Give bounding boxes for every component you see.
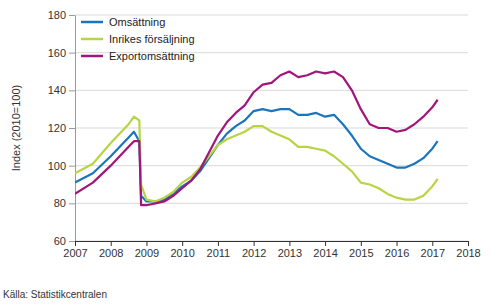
legend-label: Exportomsättning	[109, 50, 195, 62]
x-tick-mark	[75, 241, 76, 246]
y-tick-label: 180	[48, 9, 66, 21]
x-tick: 2015	[349, 241, 373, 259]
y-tick-label: 60	[54, 235, 66, 247]
x-tick-mark	[397, 241, 398, 246]
y-tick-label: 140	[48, 84, 66, 96]
chart: 6080100120140160180200720082009201020112…	[0, 0, 493, 304]
y-tick-mark	[69, 241, 75, 242]
y-tick-label: 160	[48, 47, 66, 59]
series-line	[75, 117, 438, 202]
x-tick: 2017	[421, 241, 445, 259]
x-tick: 2008	[99, 241, 123, 259]
x-tick: 2009	[135, 241, 159, 259]
series-line	[75, 109, 438, 201]
x-tick-mark	[325, 241, 326, 246]
x-axis-line	[76, 242, 469, 247]
lines	[75, 72, 438, 206]
y-tick: 120	[48, 122, 75, 134]
x-tick-mark	[254, 241, 255, 246]
x-tick: 2018	[456, 241, 480, 259]
legend-label: Inrikes försäljning	[109, 33, 195, 45]
x-tick-label: 2016	[385, 247, 409, 259]
x-tick-label: 2007	[63, 247, 87, 259]
x-tick-mark	[432, 241, 433, 246]
y-tick: 160	[48, 47, 75, 59]
x-tick: 2011	[207, 241, 231, 259]
y-tick-label: 100	[48, 160, 66, 172]
x-tick-label: 2009	[135, 247, 159, 259]
x-tick-label: 2008	[99, 247, 123, 259]
legend: Omsättning Inrikes försäljning Exportomsät…	[81, 16, 195, 62]
y-axis: 60 80 100 120 140 160 180	[48, 9, 76, 247]
source-note: Källa: Statistikcentralen	[3, 289, 107, 300]
y-tick-mark	[69, 166, 75, 167]
y-tick: 180	[48, 9, 75, 21]
x-tick-mark	[111, 241, 112, 246]
x-tick-label: 2014	[313, 247, 337, 259]
x-tick: 2007	[63, 241, 87, 259]
legend-swatch	[81, 38, 103, 41]
y-tick-mark	[69, 53, 75, 54]
x-tick-label: 2012	[242, 247, 266, 259]
x-tick-label: 2018	[456, 247, 480, 259]
grid-line	[75, 90, 468, 91]
x-tick: 2010	[170, 241, 194, 259]
x-tick-label: 2011	[207, 247, 231, 259]
y-tick: 100	[48, 160, 75, 172]
y-tick-mark	[69, 90, 75, 91]
series-line	[75, 72, 438, 206]
x-tick-label: 2010	[170, 247, 194, 259]
legend-swatch	[81, 55, 103, 58]
legend-swatch	[81, 21, 103, 24]
grid	[75, 15, 468, 241]
grid-line	[75, 203, 468, 204]
x-tick-mark	[468, 241, 469, 246]
x-tick-mark	[361, 241, 362, 246]
y-tick: 140	[48, 84, 75, 96]
y-tick: 80	[54, 197, 75, 209]
y-axis-line	[75, 16, 76, 242]
x-tick: 2014	[313, 241, 337, 259]
x-axis: 2007 2008 2009 2010 2011 2012 2013 2014 2015 2016…	[63, 241, 480, 259]
x-tick-mark	[146, 241, 147, 246]
x-tick-mark	[218, 241, 219, 246]
y-tick: 60	[54, 235, 75, 247]
x-tick-mark	[182, 241, 183, 246]
x-tick: 2012	[242, 241, 266, 259]
legend-label: Omsättning	[109, 16, 165, 28]
x-tick: 2013	[278, 241, 302, 259]
y-tick-mark	[69, 128, 75, 129]
x-tick-label: 2015	[349, 247, 373, 259]
x-tick-label: 2017	[421, 247, 445, 259]
y-tick-label: 80	[54, 197, 66, 209]
y-tick-mark	[69, 203, 75, 204]
x-tick-label: 2013	[278, 247, 302, 259]
y-tick-label: 120	[48, 122, 66, 134]
x-tick-mark	[289, 241, 290, 246]
x-tick: 2016	[385, 241, 409, 259]
y-axis-title: Index (2010=100)	[10, 85, 22, 172]
y-tick-mark	[69, 15, 75, 16]
